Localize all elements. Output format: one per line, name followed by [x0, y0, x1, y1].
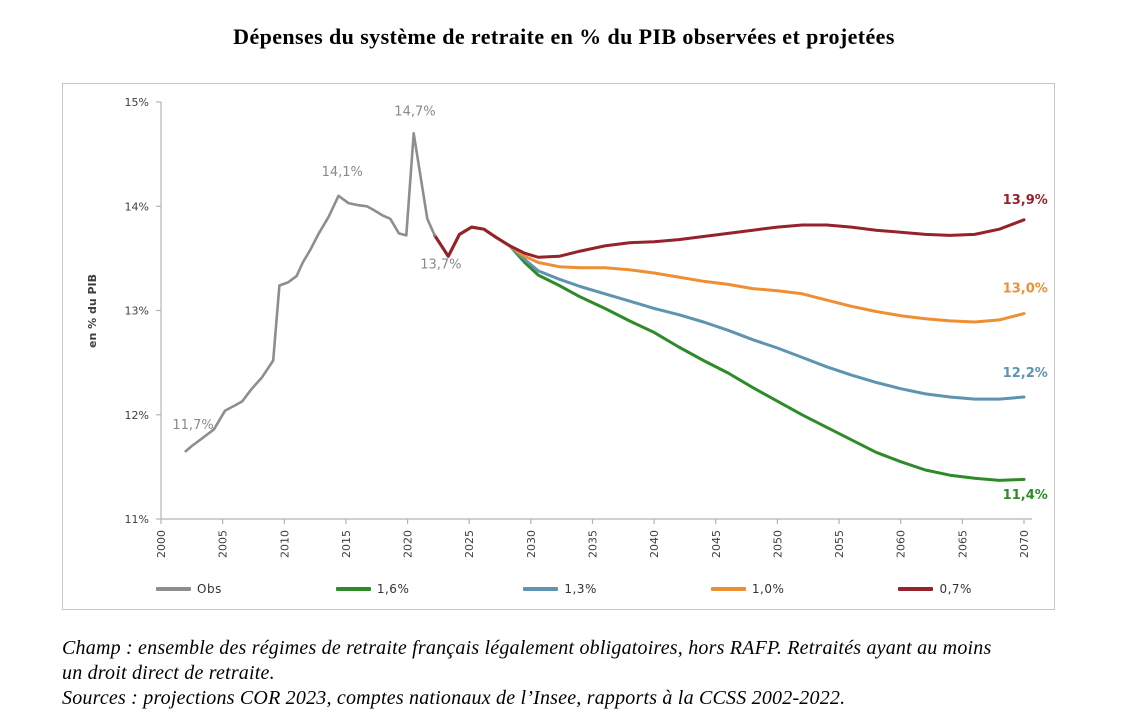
series-scenario-1-0	[433, 225, 1026, 324]
value-label: 13,9%	[1003, 193, 1048, 208]
x-tick-label: 2020	[402, 530, 415, 558]
chart-title: Dépenses du système de retraite en % du …	[233, 24, 895, 49]
y-tick-label: 12%	[125, 409, 149, 422]
x-tick-label: 2025	[463, 530, 476, 558]
value-label: 14,7%	[394, 104, 435, 119]
legend-item-1-0: 1,0%	[710, 582, 785, 596]
x-tick-label: 2070	[1018, 530, 1031, 558]
legend-item-1-3: 1,3%	[523, 582, 597, 596]
x-tick-label: 2005	[217, 530, 230, 558]
y-tick-label: 13%	[125, 305, 149, 318]
scenario-1-3-swatch	[523, 587, 559, 591]
value-label: 13,7%	[420, 258, 461, 273]
x-tick-label: 2060	[895, 530, 908, 558]
footnote-champ-line2: un droit direct de retraite.	[62, 662, 275, 684]
x-tick-label: 2050	[771, 530, 784, 558]
footnotes: Champ : ensemble des régimes de retraite…	[62, 636, 1072, 711]
value-label: 12,2%	[1003, 366, 1048, 381]
x-tick-label: 2035	[587, 530, 600, 558]
legend-label-1-0: 1,0%	[751, 582, 785, 596]
y-tick-label: 11%	[125, 513, 149, 526]
y-tick-label: 15%	[125, 96, 149, 109]
value-label: 11,7%	[172, 418, 213, 433]
x-tick-label: 2015	[340, 530, 353, 558]
series-scenario-0-7	[433, 218, 1026, 259]
pension-chart-svg: 15% 14% 13% 12% 11% 2000 2005 2010 2015 2020 2025 2…	[86, 96, 1048, 558]
legend: Obs 1,6% 1,3% 1,0% 0,7%	[156, 580, 972, 598]
legend-item-1-6: 1,6%	[335, 582, 410, 596]
obs-line-swatch	[156, 587, 191, 591]
legend-label-0-7: 0,7%	[939, 582, 972, 596]
x-tick-label: 2045	[710, 530, 723, 558]
chart-frame: 15% 14% 13% 12% 11% 2000 2005 2010 2015 2020 2025 2…	[62, 83, 1055, 610]
series-scenario-1-6	[433, 225, 1026, 482]
legend-label-obs: Obs	[197, 582, 222, 596]
legend-label-1-3: 1,3%	[564, 582, 597, 596]
legend-label-1-6: 1,6%	[376, 582, 410, 596]
y-axis-title: en % du PIB	[86, 274, 99, 348]
x-tick-label: 2000	[155, 530, 168, 558]
scenario-0-7-swatch	[898, 587, 934, 591]
scenario-1-0-swatch	[710, 587, 746, 591]
series-obs	[184, 131, 437, 453]
x-tick-label: 2065	[956, 530, 969, 558]
value-label: 14,1%	[322, 165, 363, 180]
y-tick-label: 14%	[125, 200, 149, 213]
x-tick-label: 2030	[525, 530, 538, 558]
footnote-champ-line1: Champ : ensemble des régimes de retraite…	[62, 637, 992, 659]
legend-item-0-7: 0,7%	[898, 582, 972, 596]
x-tick-label: 2055	[833, 530, 846, 558]
value-label: 13,0%	[1003, 282, 1048, 297]
x-tick-label: 2040	[648, 530, 661, 558]
x-tick-label: 2010	[278, 530, 291, 558]
legend-item-obs: Obs	[156, 582, 222, 596]
footnote-sources: Sources : projections COR 2023, comptes …	[62, 687, 846, 709]
value-label: 11,4%	[1003, 488, 1048, 503]
scenario-1-6-swatch	[335, 587, 371, 591]
